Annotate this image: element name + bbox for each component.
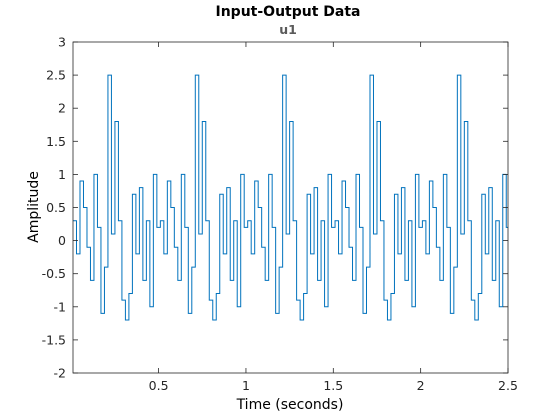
y-tick-label: 2.5 bbox=[46, 68, 66, 83]
chart-subtitle: u1 bbox=[279, 22, 297, 37]
y-tick-label: -1 bbox=[54, 299, 66, 314]
x-axis: 0.5 1 1.5 2 2.5 bbox=[149, 42, 518, 393]
x-tick-label: 0.5 bbox=[149, 378, 169, 393]
y-tick-label: 1.5 bbox=[46, 134, 66, 149]
x-tick-label: 2 bbox=[417, 378, 425, 393]
x-tick-label: 1.5 bbox=[323, 378, 343, 393]
plot-area bbox=[73, 42, 508, 373]
y-tick-label: 2 bbox=[58, 101, 66, 116]
y-tick-label: 1 bbox=[58, 167, 66, 182]
y-axis: -2 -1.5 -1 -0.5 0 0.5 1 1.5 2 2.5 3 bbox=[42, 35, 508, 381]
y-tick-label: 0 bbox=[58, 233, 66, 248]
y-tick-label: -2 bbox=[54, 366, 66, 381]
y-tick-label: -1.5 bbox=[42, 332, 66, 347]
y-axis-label: Amplitude bbox=[26, 171, 42, 243]
series-line-u1 bbox=[73, 74, 508, 321]
series-layer bbox=[73, 74, 508, 321]
chart-title: Input-Output Data bbox=[216, 4, 361, 20]
y-tick-label: 0.5 bbox=[46, 200, 66, 215]
x-tick-label: 2.5 bbox=[498, 378, 518, 393]
y-tick-label: -0.5 bbox=[42, 266, 66, 281]
x-tick-label: 1 bbox=[242, 378, 250, 393]
x-axis-label: Time (seconds) bbox=[236, 397, 344, 413]
y-tick-label: 3 bbox=[58, 35, 66, 50]
